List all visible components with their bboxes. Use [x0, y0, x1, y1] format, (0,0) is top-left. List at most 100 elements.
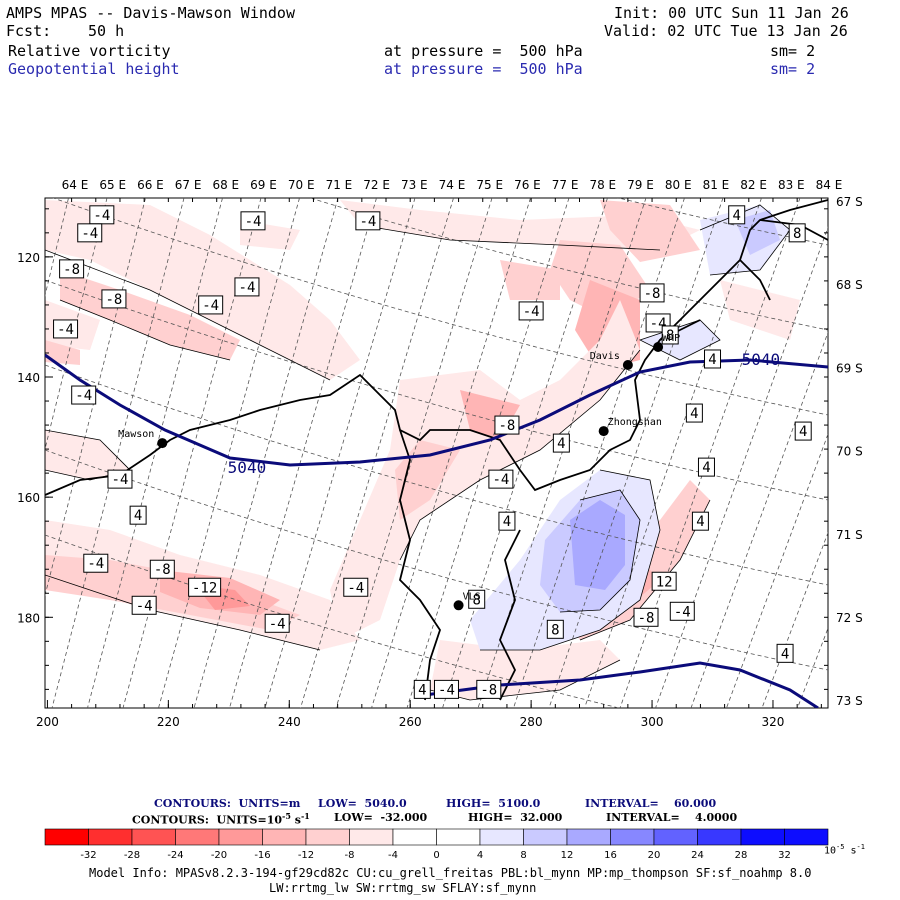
latitude-label: 71 S [836, 528, 863, 542]
meridian-line [45, 198, 108, 451]
contour-label-box [633, 607, 659, 627]
colorbar-swatch [305, 828, 350, 846]
contour-label-text: -8 [105, 292, 122, 308]
contour-label-box [476, 679, 502, 699]
longitude-label: 65 E [99, 178, 126, 192]
contour-label: -8 [149, 559, 175, 579]
contour-label: -4 [71, 385, 97, 405]
meridian-line [726, 432, 828, 708]
y-tick-label: 160 [17, 491, 40, 505]
height-contour-line [424, 661, 819, 708]
contour-label: 8 [546, 619, 564, 639]
height-contour-low: LOW= 5040.0 [318, 797, 407, 810]
contour-label-box [704, 349, 722, 369]
height-contour-units: CONTOURS: UNITS=m [154, 797, 301, 810]
contour-label: -12 [188, 577, 222, 597]
contour-label: -4 [131, 595, 157, 615]
y-tick-label: 140 [17, 371, 40, 385]
colorbar-tick-label: -16 [254, 850, 270, 861]
x-tick-label: 280 [520, 715, 543, 729]
contour-label: 8 [661, 325, 679, 345]
contour-label-box [685, 403, 703, 423]
longitude-label: 73 E [401, 178, 428, 192]
longitude-label: 74 E [439, 178, 466, 192]
longitude-label: 64 E [62, 178, 89, 192]
contour-label: -8 [633, 607, 659, 627]
colorbar-swatch [697, 828, 742, 846]
plot-frame [44, 197, 829, 709]
contour-label: 4 [552, 433, 570, 453]
longitude-label: 71 E [326, 178, 353, 192]
contour-label-box [794, 421, 812, 441]
y-tick-label: 120 [17, 251, 40, 265]
contour-label: 8 [788, 223, 806, 243]
contour-label-box [240, 211, 266, 231]
contour-label: -4 [240, 211, 266, 231]
contour-label-box [639, 283, 665, 303]
height-contour-line [45, 353, 828, 467]
meridian-line [335, 198, 493, 708]
contour-label-box [498, 511, 516, 531]
coastline-segment [659, 199, 828, 341]
station-name: Mawson [118, 429, 154, 440]
meridian-line [761, 531, 828, 708]
longitude-label: 68 E [212, 178, 239, 192]
colorbar-tick-label: 12 [561, 850, 574, 861]
contour-label: 8 [468, 589, 486, 609]
contour-label-text: -4 [87, 556, 104, 572]
height-contour-label: 5040 [228, 458, 267, 477]
contour-label: -4 [518, 301, 544, 321]
contour-label-box [697, 457, 715, 477]
longitude-label: 83 E [778, 178, 805, 192]
contour-label: 12 [651, 571, 677, 591]
longitude-label: 75 E [476, 178, 503, 192]
plot-title: AMPS MPAS -- Davis-Mawson Window [6, 4, 295, 22]
contour-label-text: -8 [154, 562, 171, 578]
contour-label-text: -4 [136, 598, 153, 614]
contour-label: -8 [494, 415, 520, 435]
meridian-line [264, 198, 416, 708]
vorticity-shade-area [45, 200, 360, 380]
vorticity-shade-area [45, 340, 80, 365]
colorbar-swatch [131, 828, 176, 846]
colorbar-swatch [523, 828, 568, 846]
contour-label-text: -8 [63, 262, 80, 278]
contour-label: -4 [89, 205, 115, 225]
vorticity-shade-area [45, 430, 130, 480]
x-tick-label: 320 [762, 715, 785, 729]
longitude-label: 66 E [137, 178, 164, 192]
contour-label: -4 [343, 577, 369, 597]
meridian-line [371, 198, 531, 708]
colorbar-swatch [392, 828, 437, 846]
colorbar-tick-label: -4 [388, 850, 398, 861]
contour-label: 4 [498, 511, 516, 531]
station-name: VLS [463, 591, 481, 602]
model-info-line-1: Model Info: MPASv8.2.3-194-gf29cd82c CU:… [89, 866, 812, 880]
contour-label: 4 [691, 511, 709, 531]
model-info-line-2: LW:rrtmg_lw SW:rrtmg_sw SFLAY:sf_mynn [269, 881, 537, 895]
vorticity-contour-line [559, 489, 641, 613]
contour-label-box [788, 223, 806, 243]
contour-label-box [129, 505, 147, 525]
field-2-level: at pressure = 500 hPa [384, 60, 583, 78]
field-1-level: at pressure = 500 hPa [384, 42, 583, 60]
colorbar-swatch [44, 828, 89, 846]
contour-label-text: 4 [732, 208, 740, 224]
vorticity-contour-line [59, 299, 231, 361]
vorticity-shade-area [500, 260, 560, 300]
meridian-line [406, 198, 570, 708]
colorbar-swatch [653, 828, 698, 846]
init-time: Init: 00 UTC Sun 11 Jan 26 [614, 4, 849, 22]
colorbar-swatch [218, 828, 263, 846]
colorbar-swatch [610, 828, 655, 846]
fcst-value: 50 h [88, 22, 125, 40]
contour-label-text: 4 [799, 424, 807, 440]
meridian-line [300, 198, 454, 708]
contour-label-text: -4 [93, 208, 110, 224]
contour-label-text: -4 [674, 604, 691, 620]
contour-label: -4 [669, 601, 695, 621]
contour-label-text: 4 [690, 406, 698, 422]
contour-label-box [77, 223, 103, 243]
field-2-smooth: sm= 2 [770, 60, 816, 78]
colorbar-tick-label: 20 [648, 850, 661, 861]
